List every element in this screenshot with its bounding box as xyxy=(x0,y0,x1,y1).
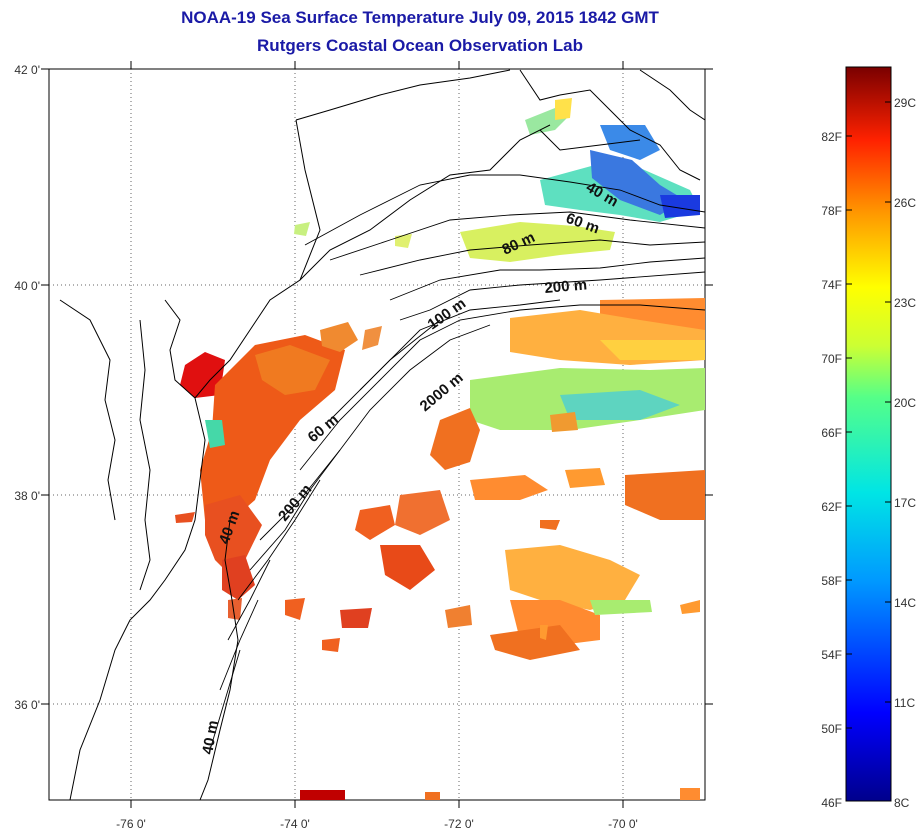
colorbar-f-label: 54F xyxy=(821,648,842,662)
colorbar-f-label: 74F xyxy=(821,278,842,292)
depth-contours xyxy=(209,174,705,751)
colorbar-celsius-labels: 29C 26C 23C 20C 17C 14C 11C 8C xyxy=(894,96,916,810)
contour-label: 200 m xyxy=(544,276,588,297)
longitude-labels: -76 0' -74 0' -72 0' -70 0' xyxy=(116,817,638,831)
colorbar-f-label: 66F xyxy=(821,426,842,440)
contour-label: 40 m xyxy=(199,719,222,756)
lon-label: -72 0' xyxy=(444,817,474,831)
lat-label: 36 0' xyxy=(14,698,40,712)
frame-ticks xyxy=(41,61,713,808)
lat-label: 38 0' xyxy=(14,489,40,503)
graticule xyxy=(49,69,705,800)
lon-label: -76 0' xyxy=(116,817,146,831)
colorbar-fahrenheit-labels: 82F 78F 74F 70F 66F 62F 58F 54F 50F 46F xyxy=(821,130,842,810)
sst-patches xyxy=(175,98,705,800)
coastline xyxy=(59,69,705,800)
colorbar-c-label: 8C xyxy=(894,796,910,810)
lat-label: 40 0' xyxy=(14,279,40,293)
colorbar-c-label: 17C xyxy=(894,496,916,510)
colorbar-c-label: 29C xyxy=(894,96,916,110)
colorbar-c-label: 23C xyxy=(894,296,916,310)
colorbar-c-label: 26C xyxy=(894,196,916,210)
colorbar-f-label: 82F xyxy=(821,130,842,144)
colorbar-f-label: 50F xyxy=(821,722,842,736)
colorbar-f-label: 78F xyxy=(821,204,842,218)
colorbar-c-label: 11C xyxy=(894,696,915,710)
lon-label: -70 0' xyxy=(608,817,638,831)
colorbar-c-label: 14C xyxy=(894,596,916,610)
colorbar-c-label: 20C xyxy=(894,396,916,410)
latitude-labels: 42 0' 40 0' 38 0' 36 0' xyxy=(14,63,40,712)
colorbar-f-label: 46F xyxy=(821,796,842,810)
lon-label: -74 0' xyxy=(280,817,310,831)
colorbar-gradient xyxy=(845,66,892,802)
colorbar: 82F 78F 74F 70F 66F 62F 58F 54F 50F 46F … xyxy=(821,66,916,810)
colorbar-f-label: 70F xyxy=(821,352,842,366)
map-subtitle: Rutgers Coastal Ocean Observation Lab xyxy=(257,36,583,55)
colorbar-f-label: 62F xyxy=(821,500,842,514)
lat-label: 42 0' xyxy=(14,63,40,77)
map-title: NOAA-19 Sea Surface Temperature July 09,… xyxy=(181,8,659,27)
colorbar-f-label: 58F xyxy=(821,574,842,588)
